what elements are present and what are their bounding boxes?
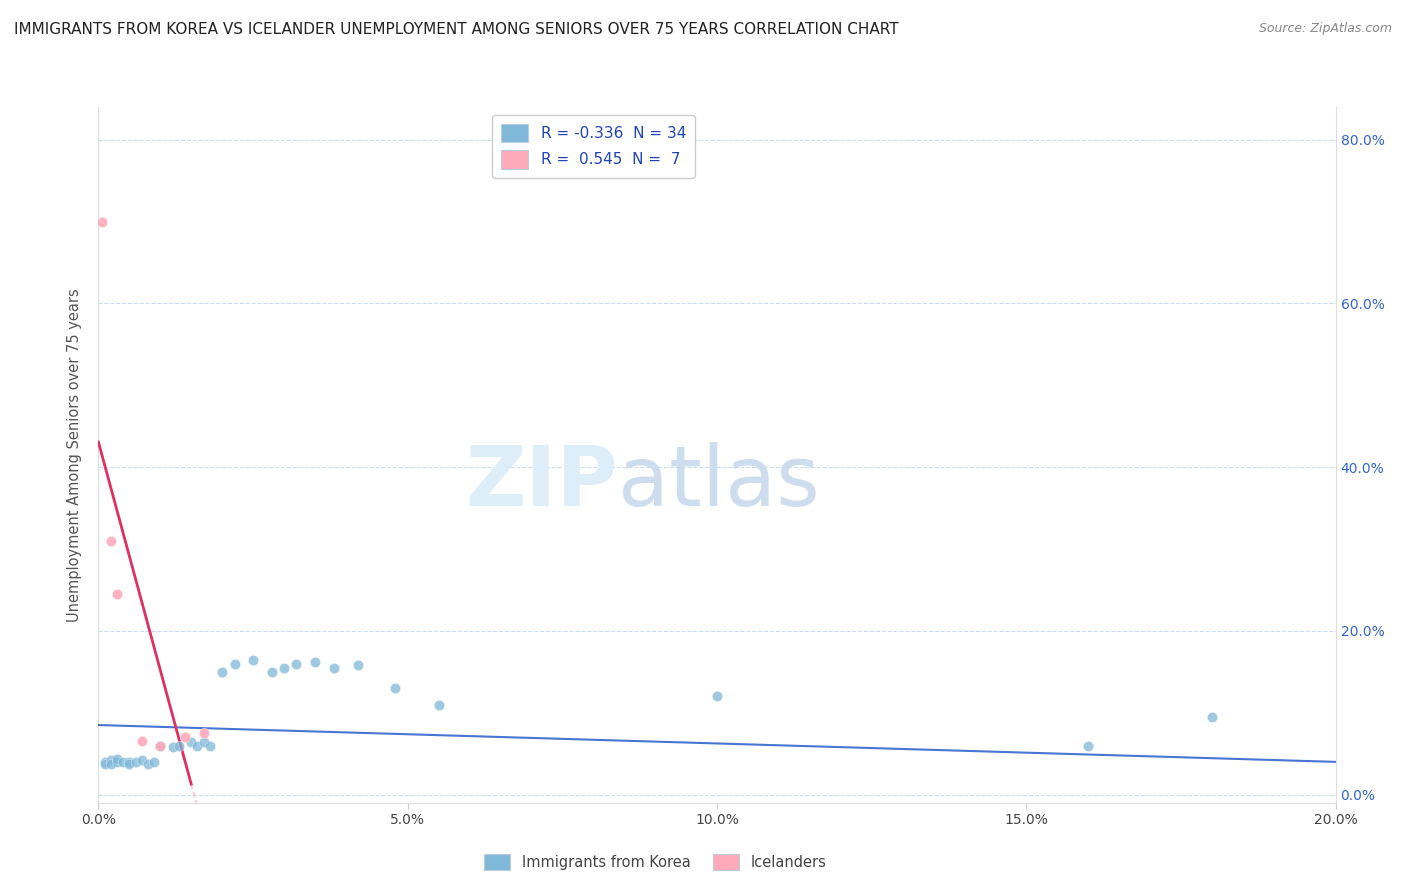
Point [131,753,153,767]
Point [285,657,308,671]
Point [149,739,172,753]
Point [174,731,197,745]
Point [143,755,166,769]
Point [322,661,344,675]
Point [105,587,128,601]
Text: atlas: atlas [619,442,820,524]
Point [273,661,295,675]
Point [347,658,370,673]
Point [105,755,128,769]
Point [90,214,112,228]
Point [304,655,326,669]
Point [100,533,122,548]
Point [186,739,208,753]
Point [118,756,141,771]
Point [193,726,215,740]
Point [149,739,172,753]
Point [180,735,202,749]
Text: Source: ZipAtlas.com: Source: ZipAtlas.com [1258,22,1392,36]
Point [224,657,246,671]
Y-axis label: Unemployment Among Seniors over 75 years: Unemployment Among Seniors over 75 years [67,288,83,622]
Point [211,665,233,679]
Point [118,755,141,769]
Point [167,739,190,753]
Point [384,681,406,696]
Point [162,740,184,755]
Point [260,665,283,679]
Point [93,755,115,769]
Point [427,698,450,712]
Point [193,735,215,749]
Point [1077,739,1099,753]
Point [136,756,159,771]
Point [93,756,115,771]
Point [131,734,153,748]
Point [100,756,122,771]
Point [706,690,728,704]
Point [112,755,135,769]
Point [242,652,264,666]
Point [1201,710,1223,724]
Point [198,739,221,753]
Text: ZIP: ZIP [465,442,619,524]
Text: IMMIGRANTS FROM KOREA VS ICELANDER UNEMPLOYMENT AMONG SENIORS OVER 75 YEARS CORR: IMMIGRANTS FROM KOREA VS ICELANDER UNEMP… [14,22,898,37]
Point [100,753,122,767]
Legend: Immigrants from Korea, Icelanders: Immigrants from Korea, Icelanders [478,848,832,876]
Point [124,755,146,769]
Point [105,751,128,765]
